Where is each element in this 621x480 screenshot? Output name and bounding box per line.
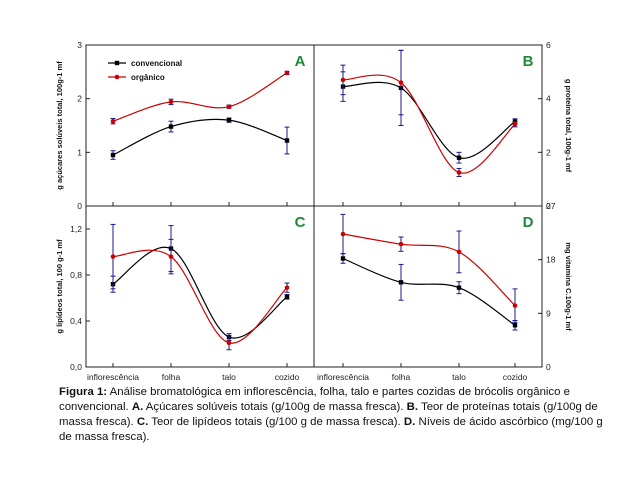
figure-chart-panels: 0 1 2 3 g açúcares solúveis total, 100g-1 mf… (55, 40, 573, 382)
series-line-a-convencional (112, 118, 288, 156)
marker-d-organico-1 (398, 241, 404, 247)
x-tick-label-c-3: cozido (275, 372, 300, 382)
y-axis-label-b: g proteína total, 100g-1 mf (564, 79, 573, 173)
marker-d-convencional-1 (398, 280, 404, 285)
y-tick-label-a-2: 2 (77, 94, 82, 104)
marker-b-organico-0 (340, 77, 346, 83)
y-axis-label-c: g lipídeos total, 100 g-1 mf (55, 239, 64, 334)
y-tick-label-c-1: 0,4 (70, 316, 82, 326)
marker-a-convencional-2 (226, 117, 232, 123)
caption-lead: Figura 1: (59, 386, 108, 398)
y-tick-label-b-1: 2 (546, 147, 551, 157)
y-tick-label-d-0: 0 (546, 362, 551, 372)
marker-d-convencional-3 (512, 323, 518, 328)
caption-part-d-letter: D. (403, 416, 416, 428)
y-tick-label-a-0: 0 (77, 201, 82, 211)
caption-part-a-letter: A. (131, 401, 144, 413)
caption-intro: Análise bromatológica em inflorescência,… (59, 386, 570, 413)
caption-part-b-text: Teor de proteínas totais (g/100g de mass… (59, 401, 598, 428)
marker-d-organico-2 (456, 249, 462, 255)
series-line-b-convencional (342, 81, 516, 159)
marker-a-organico-1 (168, 99, 174, 105)
caption-part-d-text: Níveis de ácido ascórbico (mg/100 g de m… (59, 416, 603, 443)
marker-c-convencional-3 (284, 294, 290, 300)
legend-marker-organico (114, 74, 120, 80)
caption-part-c-text: Teor de lipídeos totais (g/100 g de mass… (151, 416, 401, 428)
series-line-a-organico (112, 72, 288, 122)
marker-b-organico-1 (398, 80, 404, 85)
x-tick-label-d-0: inflorescência (317, 372, 369, 382)
caption-part-c-letter: C. (136, 416, 149, 428)
series-line-c-organico (112, 249, 288, 344)
series-line-d-convencional (342, 257, 516, 326)
x-tick-label-d-1: folha (392, 372, 411, 382)
legend-label-organico: orgânico (131, 73, 165, 82)
x-tick-label-d-3: cozido (503, 372, 528, 382)
marker-a-organico-3 (284, 70, 290, 76)
panel-label-d: D (523, 214, 534, 231)
y-tick-label-b-0: 0 (546, 201, 551, 211)
series-line-d-organico (342, 233, 516, 307)
y-tick-label-d-3: 27 (546, 201, 556, 211)
marker-a-convencional-3 (284, 138, 290, 143)
y-tick-label-a-1: 1 (77, 147, 82, 157)
series-line-b-organico (342, 74, 516, 174)
marker-c-organico-2 (226, 340, 232, 346)
marker-a-convencional-0 (110, 152, 116, 158)
panel-label-a: A (295, 53, 306, 70)
caption-part-a-text: Açúcares solúveis totais (g/100g de mass… (145, 401, 404, 413)
figure-caption: Figura 1: Análise bromatológica em inflo… (59, 385, 615, 445)
marker-a-organico-2 (226, 104, 232, 110)
x-tick-label-c-1: folha (162, 372, 181, 382)
panel-label-c: C (295, 214, 306, 231)
y-tick-label-a-3: 3 (77, 40, 82, 50)
marker-a-convencional-1 (168, 124, 174, 129)
marker-b-organico-3 (512, 121, 518, 127)
marker-d-convencional-0 (340, 256, 346, 261)
legend-marker-convencional (114, 60, 120, 66)
panel-label-b: B (523, 53, 534, 70)
marker-d-organico-0 (340, 231, 346, 237)
y-tick-label-d-1: 9 (546, 308, 551, 318)
x-tick-label-c-2: talo (222, 372, 236, 382)
marker-b-organico-2 (456, 170, 462, 175)
y-tick-label-b-3: 6 (546, 40, 551, 50)
marker-c-organico-1 (168, 254, 174, 259)
y-tick-label-c-3: 1,2 (70, 224, 82, 234)
x-tick-label-d-2: talo (452, 372, 466, 382)
marker-a-organico-0 (110, 118, 116, 124)
y-tick-label-c-0: 0,0 (70, 362, 82, 372)
y-axis-label-d: mg vitamina C.100g-1 mf (564, 242, 573, 331)
marker-c-organico-0 (110, 254, 116, 259)
marker-d-organico-3 (512, 303, 518, 308)
y-tick-label-c-2: 0,8 (70, 270, 82, 280)
y-axis-label-a: g açúcares solúveis total, 100g-1 mf (55, 61, 64, 190)
marker-c-organico-3 (284, 285, 290, 290)
caption-part-b-letter: B. (406, 401, 419, 413)
y-tick-label-b-2: 4 (546, 94, 551, 104)
marker-d-convencional-2 (456, 285, 462, 290)
series-line-c-convencional (112, 246, 288, 339)
marker-b-convencional-2 (456, 155, 462, 160)
y-tick-label-d-2: 18 (546, 255, 556, 265)
x-tick-label-c-0: inflorescência (87, 372, 139, 382)
legend-label-convencional: convencional (131, 59, 182, 68)
